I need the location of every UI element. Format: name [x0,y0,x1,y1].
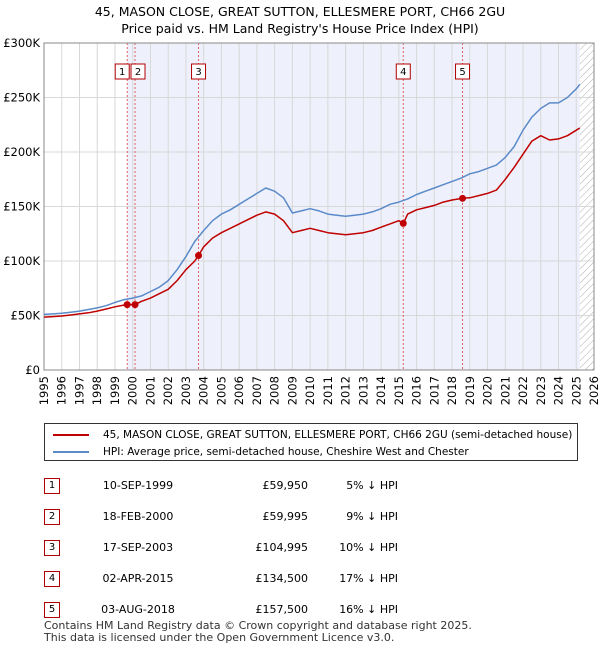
x-tick-label: 2016 [410,376,424,405]
x-tick-label: 2026 [587,376,600,405]
x-tick-label: 1995 [37,376,51,405]
x-tick-label: 2024 [552,376,566,405]
sale-point [123,301,131,309]
hpi-line [43,83,581,316]
sale-price: £134,500 [255,572,309,585]
x-tick-label: 2011 [321,376,335,405]
footer-license: This data is licensed under the Open Gov… [44,631,395,644]
sale-label-box [191,63,207,80]
x-tick-label: 1996 [55,376,69,405]
sale-hpi-diff: 17% ↓ HPI [339,572,398,585]
x-tick-label: 2013 [356,376,370,405]
x-tick-label: 1998 [90,376,104,405]
x-tick-label: 2001 [143,376,157,405]
sale-label-number: 4 [400,67,406,78]
footer: Contains HM Land Registry data © Crown c… [44,620,472,644]
x-tick-label: 2008 [268,376,282,405]
sale-number-badge: 4 [44,570,60,587]
x-tick-label: 2004 [197,376,211,405]
table-row: 5 03-AUG-2018 £157,500 16% ↓ HPI [44,594,398,625]
legend-item-hpi: HPI: Average price, semi-detached house,… [53,444,469,460]
footer-copyright: Contains HM Land Registry data © Crown c… [44,619,472,632]
legend-swatch-property [53,434,89,436]
x-tick-label: 2018 [445,376,459,405]
x-tick-label: 2014 [374,376,388,405]
x-tick-label: 2007 [250,376,264,405]
x-tick-label: 2020 [481,376,495,405]
x-tick-label: 2005 [214,376,228,405]
legend-label-property: 45, MASON CLOSE, GREAT SUTTON, ELLESMERE… [103,429,573,441]
sale-number-badge: 5 [44,601,60,618]
sale-price: £59,995 [262,510,309,523]
sale-label-number: 2 [135,67,141,78]
sale-label-box [114,63,130,80]
sale-point [459,194,467,202]
sale-hpi-diff: 5% ↓ HPI [346,479,398,492]
x-tick-label: 2017 [427,376,441,405]
sale-price: £59,950 [262,479,309,492]
y-tick-label: £250K [3,91,40,105]
sale-point [131,301,139,309]
table-row: 3 17-SEP-2003 £104,995 10% ↓ HPI [44,532,398,563]
sale-hpi-diff: 16% ↓ HPI [339,603,398,616]
legend-label-hpi: HPI: Average price, semi-detached house,… [103,446,469,458]
y-tick-label: £150K [3,200,40,214]
x-tick-label: 2019 [463,376,477,405]
x-tick-label: 1999 [108,376,122,405]
sale-date: 17-SEP-2003 [102,541,174,554]
chart-title: 45, MASON CLOSE, GREAT SUTTON, ELLESMERE… [94,4,506,19]
sale-date: 02-APR-2015 [102,572,174,585]
x-tick-label: 2002 [161,376,175,405]
y-tick-label: £100K [3,254,40,268]
x-tick-label: 2022 [516,376,530,405]
sale-label-box [395,63,411,80]
sale-number-badge: 1 [44,477,60,494]
y-tick-label: £50K [11,309,41,323]
sale-number-badge: 2 [44,508,60,525]
plot-frame [43,42,595,371]
y-tick-label: £0 [25,363,40,377]
chart-subtitle: Price paid vs. HM Land Registry's House … [121,21,479,36]
sale-label-box [130,63,146,80]
sale-label-box [455,63,471,80]
x-tick-label: 2009 [285,376,299,405]
sale-label-number: 3 [195,67,201,78]
y-tick-label: £300K [3,36,40,50]
sale-date: 18-FEB-2000 [102,510,174,523]
sale-point [399,219,407,227]
sale-label-number: 5 [459,67,465,78]
legend-swatch-hpi [53,451,89,453]
legend-item-property: 45, MASON CLOSE, GREAT SUTTON, ELLESMERE… [53,427,572,443]
table-row: 2 18-FEB-2000 £59,995 9% ↓ HPI [44,501,398,532]
legend: 45, MASON CLOSE, GREAT SUTTON, ELLESMERE… [44,423,578,461]
sale-label-number: 1 [119,67,125,78]
x-tick-label: 2021 [498,376,512,405]
sale-date: 03-AUG-2018 [101,603,175,616]
sale-date: 10-SEP-1999 [102,479,174,492]
x-tick-label: 2003 [179,376,193,405]
table-row: 4 02-APR-2015 £134,500 17% ↓ HPI [44,563,398,594]
x-tick-label: 2012 [339,376,353,405]
x-tick-label: 2006 [232,376,246,405]
sales-table: 1 10-SEP-1999 £59,950 5% ↓ HPI 2 18-FEB-… [44,470,398,625]
sale-hpi-diff: 9% ↓ HPI [346,510,398,523]
sale-price: £104,995 [255,541,309,554]
table-row: 1 10-SEP-1999 £59,950 5% ↓ HPI [44,470,398,501]
x-tick-label: 2010 [303,376,317,405]
sale-hpi-diff: 10% ↓ HPI [339,541,398,554]
x-tick-label: 2025 [569,376,583,405]
sale-number-badge: 3 [44,539,60,556]
x-tick-label: 2000 [126,376,140,405]
x-tick-label: 2023 [534,376,548,405]
y-tick-label: £200K [3,145,40,159]
x-tick-label: 2015 [392,376,406,405]
sale-point [195,252,203,260]
x-tick-label: 1997 [72,376,86,405]
sale-price: £157,500 [255,603,309,616]
